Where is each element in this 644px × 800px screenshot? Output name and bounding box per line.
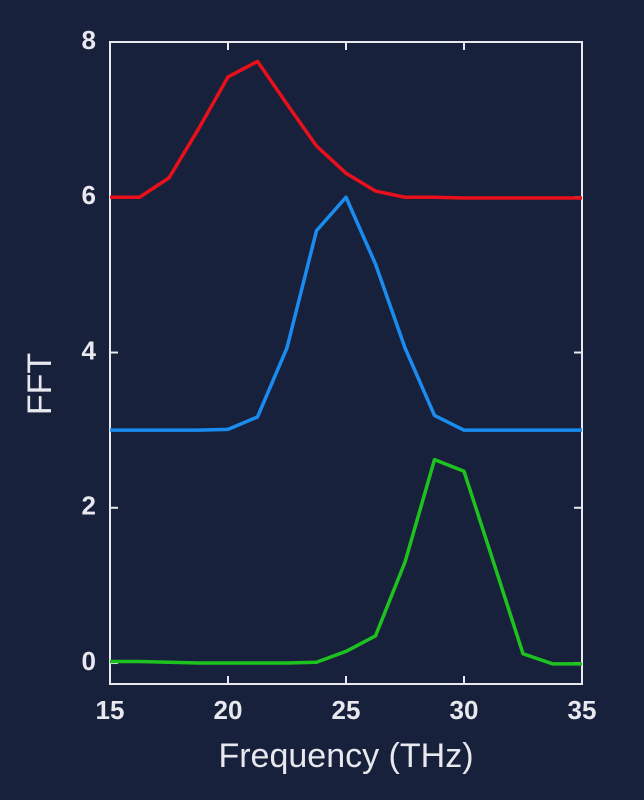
series-line	[110, 195, 582, 432]
y-tick-label: 0	[82, 646, 96, 676]
x-tick-label: 25	[332, 695, 361, 725]
series-line	[110, 457, 582, 666]
y-tick-label: 4	[82, 335, 97, 365]
x-tick-label: 20	[214, 695, 243, 725]
y-axis-label: FFT	[21, 353, 59, 415]
y-tick-label: 6	[82, 180, 96, 210]
x-tick-label: 30	[450, 695, 479, 725]
y-tick-label: 8	[82, 25, 96, 55]
x-tick-label: 35	[568, 695, 597, 725]
y-tick-label: 2	[82, 491, 96, 521]
series-line	[110, 59, 582, 200]
plot-frame	[109, 41, 583, 685]
x-axis-label: Frequency (THz)	[218, 737, 473, 775]
x-tick-label: 15	[96, 695, 125, 725]
